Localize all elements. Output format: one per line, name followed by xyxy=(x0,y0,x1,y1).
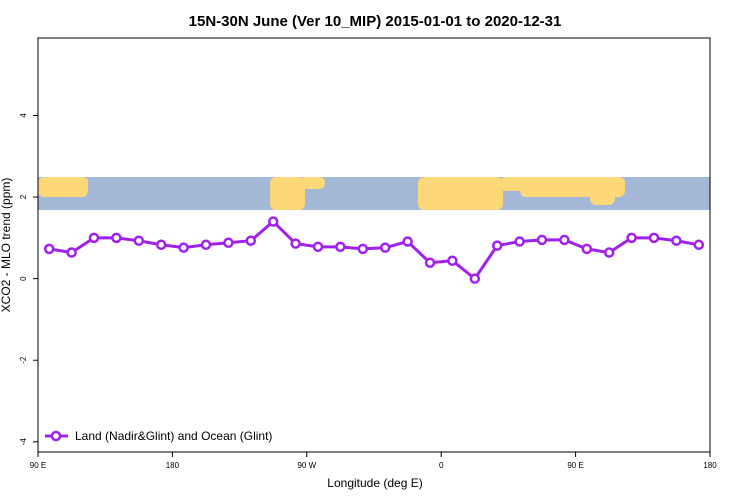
map-land xyxy=(60,177,88,185)
map-land xyxy=(590,190,615,205)
y-axis-label: XCO2 - MLO trend (ppm) xyxy=(0,178,13,313)
data-point xyxy=(357,243,369,255)
y-tick-label: 4 xyxy=(19,113,28,118)
x-tick-label: 90 E xyxy=(567,461,583,470)
data-point xyxy=(469,273,481,284)
chart-title: 15N-30N June (Ver 10_MIP) 2015-01-01 to … xyxy=(189,13,562,30)
plot-frame xyxy=(37,37,711,453)
x-axis-label: Longitude (deg E) xyxy=(327,476,422,490)
data-point xyxy=(671,235,682,246)
data-point xyxy=(402,236,413,247)
map-band xyxy=(38,177,710,210)
map-land xyxy=(418,177,503,210)
map-land xyxy=(300,177,325,189)
data-point xyxy=(335,241,346,253)
data-point xyxy=(693,239,705,251)
data-point xyxy=(379,242,391,253)
data-point xyxy=(581,243,593,255)
data-point xyxy=(514,236,525,247)
data-point xyxy=(133,235,145,246)
data-point xyxy=(626,232,637,244)
data-point xyxy=(111,232,122,244)
data-point xyxy=(536,234,548,246)
x-tick-label: 180 xyxy=(166,461,180,470)
data-point xyxy=(447,255,458,266)
y-tick-label: -2 xyxy=(19,356,28,364)
data-point xyxy=(223,237,234,249)
x-tick-label: 0 xyxy=(439,461,444,470)
y-tick-label: 2 xyxy=(19,194,28,199)
x-tick-label: 180 xyxy=(703,461,717,470)
data-point xyxy=(66,247,77,258)
data-point xyxy=(178,242,189,253)
data-point xyxy=(155,239,167,251)
legend-label: Land (Nadir&Glint) and Ocean (Glint) xyxy=(75,429,272,443)
data-point xyxy=(424,257,436,268)
data-point xyxy=(245,235,257,246)
data-point xyxy=(43,243,55,255)
data-point xyxy=(267,216,279,227)
data-point xyxy=(312,241,324,253)
x-tick-label: 90 E xyxy=(30,461,46,470)
data-point xyxy=(200,239,212,251)
data-point xyxy=(88,232,100,244)
y-tick-label: -4 xyxy=(19,438,28,446)
x-tick-label: 90 W xyxy=(297,461,316,470)
data-point xyxy=(491,240,503,251)
plot: 90 E 180 90 W 0 90 E 180 -4 -2 0 2 4 Land (Nadir&Gl… xyxy=(19,113,717,470)
data-point xyxy=(290,238,301,249)
data-point xyxy=(559,234,570,246)
map-land xyxy=(270,177,305,210)
data-point xyxy=(603,247,615,258)
data-point xyxy=(648,232,660,244)
y-tick-label: 0 xyxy=(19,276,28,281)
series-line xyxy=(48,219,700,281)
legend-marker xyxy=(50,430,62,442)
